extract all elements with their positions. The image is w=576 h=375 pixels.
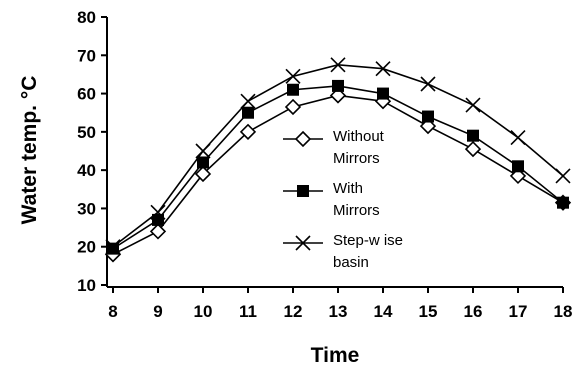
legend: Without Mirrors With Mirrors Step-w ise basin [283, 128, 403, 271]
x-tick-label: 18 [554, 302, 573, 321]
x-tick-label: 17 [509, 302, 528, 321]
data-point [239, 123, 257, 140]
data-point [512, 160, 524, 173]
y-tick-label: 20 [77, 238, 96, 257]
y-ticks: 10 20 30 40 50 60 70 80 [77, 8, 107, 295]
data-point [330, 57, 346, 73]
x-tick-label: 11 [239, 302, 257, 321]
data-point [195, 143, 211, 159]
data-point [242, 106, 254, 119]
x-tick-label: 10 [194, 302, 213, 321]
legend-label: Step-w ise [333, 232, 403, 249]
data-point [285, 68, 301, 84]
data-point [419, 117, 437, 135]
series-line [112, 85, 564, 250]
data-point [510, 130, 526, 146]
data-point [240, 93, 256, 109]
data-point [149, 223, 167, 240]
y-tick-label: 70 [77, 46, 96, 65]
data-point [284, 98, 302, 116]
data-point [465, 97, 481, 113]
x-tick-label: 16 [464, 302, 483, 321]
data-point [332, 79, 344, 92]
data-point [287, 83, 299, 96]
legend-label: Mirrors [333, 150, 380, 167]
legend-label: Mirrors [333, 202, 380, 219]
y-axis-title: Water temp. °C [18, 76, 41, 225]
y-tick-label: 80 [77, 8, 96, 27]
data-point [152, 213, 164, 226]
legend-marker [297, 185, 309, 197]
legend-marker [294, 130, 312, 148]
data-point [197, 156, 209, 169]
series-line [112, 94, 564, 256]
x-tick-label: 12 [284, 302, 303, 321]
x-axis-title: Time [311, 344, 360, 367]
legend-label: basin [333, 254, 369, 271]
x-tick-label: 13 [329, 302, 348, 321]
y-tick-label: 30 [77, 199, 96, 218]
data-point [107, 242, 119, 255]
legend-item: Step-w ise basin [283, 232, 403, 271]
data-point [464, 140, 482, 158]
series-layer [104, 57, 572, 263]
legend-label: Without [333, 128, 385, 145]
data-point [467, 129, 479, 142]
y-tick-label: 10 [77, 276, 96, 295]
y-tick-label: 50 [77, 123, 96, 142]
data-point [377, 87, 389, 100]
data-point [422, 110, 434, 123]
data-point [420, 76, 436, 92]
x-ticks: 8 9 10 11 12 13 14 15 16 17 18 [108, 287, 572, 321]
legend-item: Without Mirrors [283, 128, 385, 167]
x-tick-label: 9 [153, 302, 162, 321]
legend-label: With [333, 180, 363, 197]
legend-item: With Mirrors [283, 180, 380, 219]
x-tick-label: 8 [108, 302, 117, 321]
data-point [557, 196, 569, 209]
data-point [194, 165, 212, 183]
data-point [509, 167, 527, 185]
y-tick-label: 60 [77, 85, 96, 104]
data-point [555, 168, 571, 184]
data-point [150, 204, 166, 220]
legend-marker [295, 235, 311, 251]
data-point [375, 61, 391, 77]
y-tick-label: 40 [77, 161, 96, 180]
data-point [105, 239, 121, 255]
data-point [329, 87, 347, 104]
x-tick-label: 14 [374, 302, 393, 321]
x-tick-label: 15 [419, 302, 438, 321]
